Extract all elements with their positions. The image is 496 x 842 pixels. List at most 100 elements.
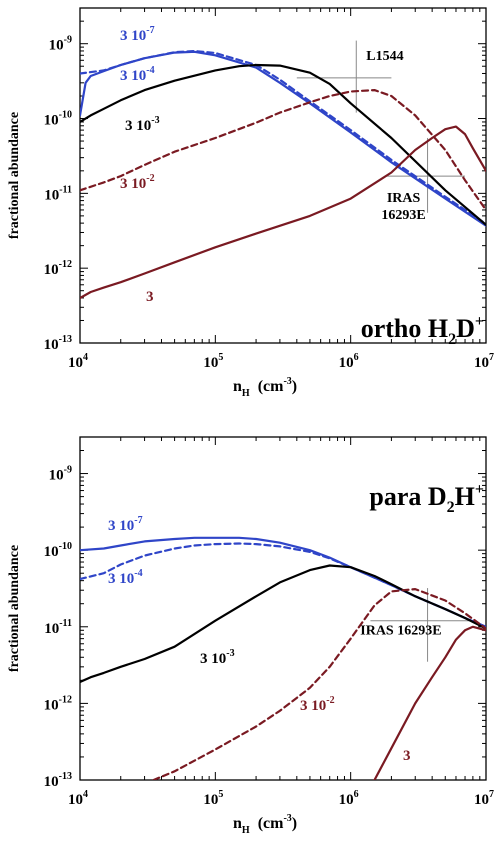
x-tick-label-base: 10 [339,355,354,371]
panel-title: ortho H2D+ [361,313,484,348]
x-tick-label-base: 10 [68,792,83,808]
series-label-base: 3 [403,748,411,764]
y-tick-label: 10-13 [44,334,72,353]
x-tick-label-exp: 4 [83,352,88,363]
x-axis-label-sub: H [242,388,250,399]
panel-title-mid: D [456,314,475,343]
y-axis-label-text: fractional abundance [7,112,22,239]
series-label-exp: -3 [151,115,159,126]
y-axis-label: fractional abundance [7,112,22,239]
series-label-base: 3 10 [300,698,326,714]
series-label-exp: -2 [326,695,334,706]
x-axis-label-units-sup: -3 [283,813,291,824]
x-tick-label-exp: 4 [83,789,88,800]
curves [80,49,486,300]
series-label: 3 10-4 [120,65,155,84]
y-tick-label: 10-12 [44,259,72,278]
x-tick-label-base: 10 [474,792,489,808]
series-label: 3 10-2 [120,173,155,192]
y-tick-label-base: 10 [44,262,59,278]
panel-title-sub: 2 [448,331,456,348]
x-axis-label-units: (cm [258,815,284,832]
x-axis-label-n: n [233,815,242,832]
series-label-base: 3 10 [200,651,226,667]
y-tick-label-exp: -10 [59,541,72,552]
annotation-line: IRAS [387,191,421,206]
x-tick-label-base: 10 [339,792,354,808]
series-line-2 [80,63,486,226]
y-tick-label: 10-11 [44,618,72,637]
series-label: 3 [403,748,411,764]
series-label-base: 3 10 [120,68,146,84]
series-line-1 [80,542,486,628]
series-label-base: 3 10 [108,518,134,534]
y-tick-label-base: 10 [44,774,59,790]
series-label-exp: -3 [226,648,234,659]
y-tick-label-exp: -9 [64,465,72,476]
x-tick-label: 104 [68,352,88,371]
panel-title-main: ortho H [361,314,448,343]
x-axis-label-sub: H [242,825,250,836]
y-tick-label: 10-10 [44,541,72,560]
annotation-line: IRAS 16293E [360,624,441,639]
series-label: 3 10-3 [125,115,160,134]
y-tick-label-exp: -12 [59,694,72,705]
x-tick-label-base: 10 [68,355,83,371]
series-label-base: 3 10 [125,118,151,134]
y-tick-label-base: 10 [49,468,64,484]
series-line-3 [80,89,486,212]
y-tick-label-exp: -11 [59,184,72,195]
x-tick-label-base: 10 [203,792,218,808]
y-tick-label: 10-13 [44,771,72,790]
y-tick-label-base: 10 [44,544,59,560]
annotation-line: L1544 [366,49,403,64]
series-label: 3 10-4 [108,568,143,587]
series-line-4 [80,125,486,300]
series-line-2 [80,564,486,684]
series-label: 3 10-7 [120,25,155,44]
series-label: 3 10-2 [300,695,335,714]
plot-frame [79,7,487,344]
x-tick-label: 107 [474,352,494,371]
x-tick-label-exp: 6 [354,789,359,800]
series-label-exp: -7 [146,25,154,36]
panel-title-sup: + [475,481,484,498]
series-label-base: 3 10 [120,176,146,192]
series-line-3 [152,588,486,780]
y-tick-label-exp: -10 [59,110,72,121]
x-axis-label-n: n [233,378,242,395]
panel-title-mid: H [455,482,475,511]
x-axis-label-units: (cm [258,378,284,395]
y-tick-label: 10-10 [44,110,72,129]
y-tick-label-exp: -11 [59,618,72,629]
x-axis-label-units-close: ) [292,815,297,832]
x-axis-label: nH (cm-3) [233,376,297,399]
series-line-1 [80,49,486,225]
y-tick-label: 10-9 [49,35,72,54]
y-tick-label-base: 10 [44,621,59,637]
x-tick-label-exp: 7 [489,789,494,800]
x-tick-label-exp: 6 [354,352,359,363]
panel-title: para D2H+ [369,481,484,516]
series-label: 3 10-7 [108,515,143,534]
ortho-h2d-panel: 104 105 106 10710-910-1010-1110-1210-13frac… [7,7,494,399]
series-line-0 [80,50,486,227]
x-tick-label-exp: 5 [218,789,223,800]
x-tick-label-base: 10 [203,355,218,371]
y-tick-label-base: 10 [44,113,59,129]
y-tick-label-exp: -9 [64,35,72,46]
para-d2h-panel: 104 105 106 10710-910-1010-1110-1210-13frac… [7,436,494,836]
series-label: 3 10-3 [200,648,235,667]
annotation-label: IRAS 16293E [381,191,425,223]
x-tick-label-exp: 7 [489,352,494,363]
series-label-exp: -2 [146,173,154,184]
plot-frame [79,436,487,781]
x-tick-label-base: 10 [474,355,489,371]
series-label: 3 [146,289,154,305]
series-label-exp: -4 [146,65,154,76]
series-label-base: 3 10 [120,28,146,44]
y-tick-label-base: 10 [44,187,59,203]
y-tick-label-base: 10 [44,697,59,713]
y-tick-label-exp: -12 [59,259,72,270]
